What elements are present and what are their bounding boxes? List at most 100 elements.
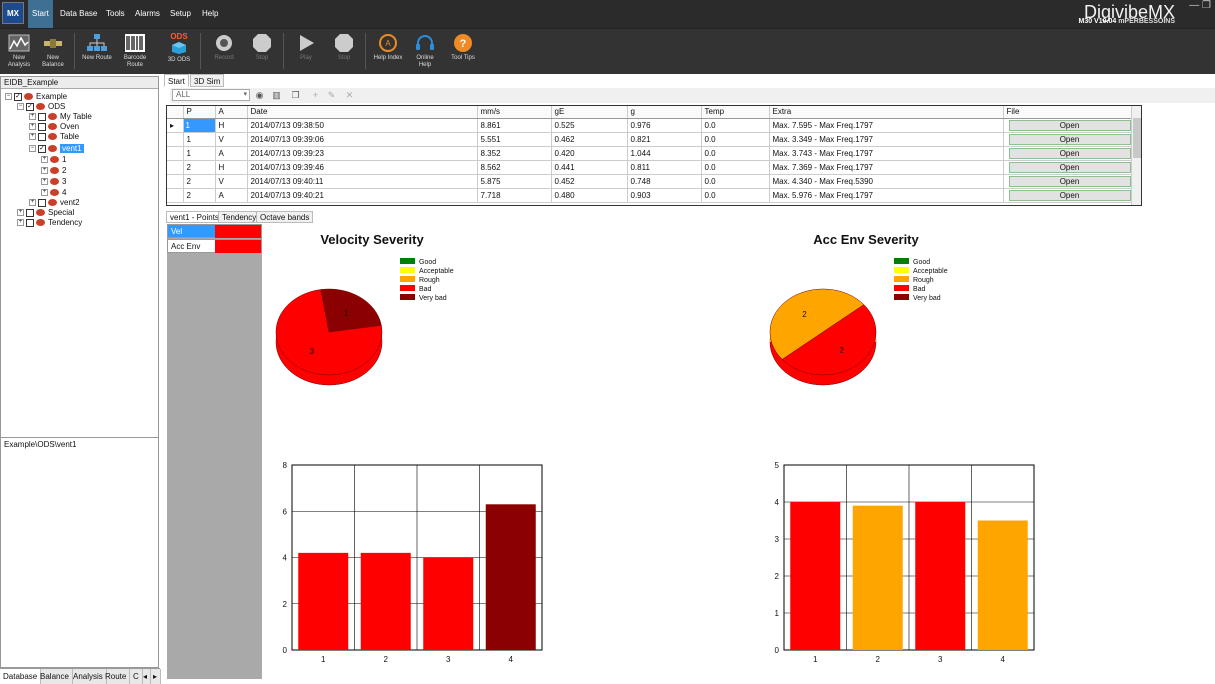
tool-tips-button[interactable]: ? Tool Tips <box>444 31 482 73</box>
tree-node-table[interactable]: + Table <box>29 132 80 141</box>
record-button[interactable]: Record <box>205 31 243 73</box>
chart-icon[interactable]: ▥ <box>272 90 281 100</box>
new-balance-icon <box>44 39 62 48</box>
filter-select[interactable]: ALL ▾ <box>172 89 250 101</box>
open-file-button[interactable]: Open <box>1008 175 1131 187</box>
tree-node-point-4[interactable]: +4 <box>41 188 67 197</box>
edit-icon[interactable]: ✎ <box>327 90 336 100</box>
file-cell[interactable]: Open <box>1003 160 1134 175</box>
legend-label: Very bad <box>913 295 941 302</box>
copy-icon[interactable]: ❐ <box>291 90 300 100</box>
play-button[interactable]: Play <box>287 31 325 73</box>
menu-start[interactable]: Start <box>28 0 53 28</box>
table-cell: A <box>215 188 248 203</box>
open-file-button[interactable]: Open <box>1008 161 1131 173</box>
tab-start[interactable]: Start <box>164 74 189 87</box>
column-header: P <box>183 106 216 119</box>
tab-more[interactable]: C <box>130 669 143 684</box>
menu-database[interactable]: Data Base <box>60 9 98 18</box>
toolbar-label: Help Index <box>373 55 403 61</box>
tree-node-point-3[interactable]: +3 <box>41 177 67 186</box>
menu-tools[interactable]: Tools <box>106 9 125 18</box>
legend-swatch <box>894 258 909 264</box>
tooltip-icon: ? <box>454 34 472 52</box>
tree-node-vent1[interactable]: − ✓ vent1 <box>29 144 84 153</box>
tab-scroll-left-icon[interactable]: ◂ <box>140 669 152 684</box>
menu-help[interactable]: Help <box>202 9 219 18</box>
new-balance-button[interactable]: New Balance <box>34 31 72 73</box>
tree-node-special[interactable]: + Special <box>17 208 75 217</box>
tree-node-example[interactable]: − ✓ Example <box>5 92 68 101</box>
table-row[interactable]: 2 A 2014/07/13 09:40:21 7.718 0.480 0.903 0.0 M… <box>167 188 1134 203</box>
file-cell[interactable]: Open <box>1003 174 1134 189</box>
toolbar-label: New Analysis <box>7 55 31 68</box>
tab-analysis[interactable]: Analysis <box>70 669 107 684</box>
add-icon[interactable]: + <box>312 90 319 100</box>
node-icon <box>48 199 57 207</box>
file-cell[interactable]: Open <box>1003 132 1134 147</box>
online-help-button[interactable]: Online Help <box>406 31 444 73</box>
delete-icon[interactable]: ✕ <box>345 90 354 100</box>
tree-node-tendency[interactable]: + Tendency <box>17 218 83 227</box>
table-cell <box>167 188 184 203</box>
table-row[interactable]: 2 H 2014/07/13 09:39:46 8.562 0.441 0.811 0.0 M… <box>167 160 1134 175</box>
y-tick-label: 0 <box>775 646 780 655</box>
node-icon <box>50 156 59 164</box>
open-file-button[interactable]: Open <box>1008 119 1131 131</box>
x-tick-label: 2 <box>384 655 389 662</box>
tree-node-ods[interactable]: − ✓ ODS <box>17 102 66 111</box>
open-file-button[interactable]: Open <box>1008 133 1131 145</box>
ods-3d-button[interactable]: ODS 3D ODS <box>160 31 198 73</box>
table-cell: 8.562 <box>477 160 552 175</box>
table-cell: A <box>215 146 248 161</box>
barcode-route-button[interactable]: Barcode Route <box>116 31 154 73</box>
tree-node-point-1[interactable]: +1 <box>41 155 67 164</box>
view-icon[interactable]: ◉ <box>255 90 264 100</box>
series-vel[interactable]: Vel <box>167 224 262 238</box>
tab-points[interactable]: vent1 - Points <box>166 211 223 223</box>
tab-tendency[interactable]: Tendency <box>218 211 261 223</box>
series-acc-env[interactable]: Acc Env <box>167 239 262 253</box>
table-cell: 2014/07/13 09:38:50 <box>247 118 478 133</box>
window-controls-icon[interactable]: — ❐ <box>1189 0 1211 11</box>
tree-node-point-2[interactable]: +2 <box>41 166 67 175</box>
menu-setup[interactable]: Setup <box>170 9 191 18</box>
tab-scroll-right-icon[interactable]: ▸ <box>150 669 162 684</box>
tree-node-my-table[interactable]: + My Table <box>29 112 92 121</box>
x-tick-label: 3 <box>938 655 943 662</box>
file-cell[interactable]: Open <box>1003 146 1134 161</box>
tree-node-vent2[interactable]: + vent2 <box>29 198 80 207</box>
toolbar-label: Online Help <box>416 55 434 68</box>
table-row[interactable]: 1 V 2014/07/13 09:39:06 5.551 0.462 0.821 0.0 M… <box>167 132 1134 147</box>
table-cell: 1.044 <box>627 146 702 161</box>
file-cell[interactable]: Open <box>1003 118 1134 133</box>
toolbar: New Analysis New Balance New Route Barco… <box>0 28 1215 74</box>
table-row[interactable]: ▸ 1 H 2014/07/13 09:38:50 8.861 0.525 0.976 0.0… <box>167 118 1134 133</box>
menu-alarms[interactable]: Alarms <box>135 9 160 18</box>
open-file-button[interactable]: Open <box>1008 189 1131 201</box>
app-logo-icon[interactable]: MX <box>2 2 24 24</box>
stop-button[interactable]: Stop <box>243 31 281 73</box>
table-cell: 8.352 <box>477 146 552 161</box>
tree-node-oven[interactable]: + Oven <box>29 122 80 131</box>
y-tick-label: 3 <box>775 535 780 544</box>
toolbar-label: 3D ODS <box>167 57 191 63</box>
file-cell[interactable]: Open <box>1003 188 1134 203</box>
table-row[interactable]: 2 V 2014/07/13 09:40:11 5.875 0.452 0.748 0.0 M… <box>167 174 1134 189</box>
table-cell: 0.0 <box>701 118 770 133</box>
help-index-button[interactable]: A Help Index <box>369 31 407 73</box>
x-tick-label: 1 <box>813 655 818 662</box>
table-row[interactable]: 1 A 2014/07/13 09:39:23 8.352 0.420 1.044 0.0 M… <box>167 146 1134 161</box>
grid-scrollbar[interactable] <box>1131 106 1141 205</box>
new-analysis-button[interactable]: New Analysis <box>0 31 38 73</box>
table-cell: V <box>215 132 248 147</box>
open-file-button[interactable]: Open <box>1008 147 1131 159</box>
tab-octave-bands[interactable]: Octave bands <box>256 211 314 223</box>
table-cell: 1 <box>183 146 216 161</box>
tab-balance[interactable]: Balance <box>37 669 73 684</box>
new-route-button[interactable]: New Route <box>78 31 116 73</box>
tab-route[interactable]: Route <box>102 669 131 684</box>
tab-database[interactable]: Database <box>0 669 42 684</box>
tab-3d-sim[interactable]: 3D Sim <box>190 74 225 87</box>
stop-play-button[interactable]: Stop <box>325 31 363 73</box>
